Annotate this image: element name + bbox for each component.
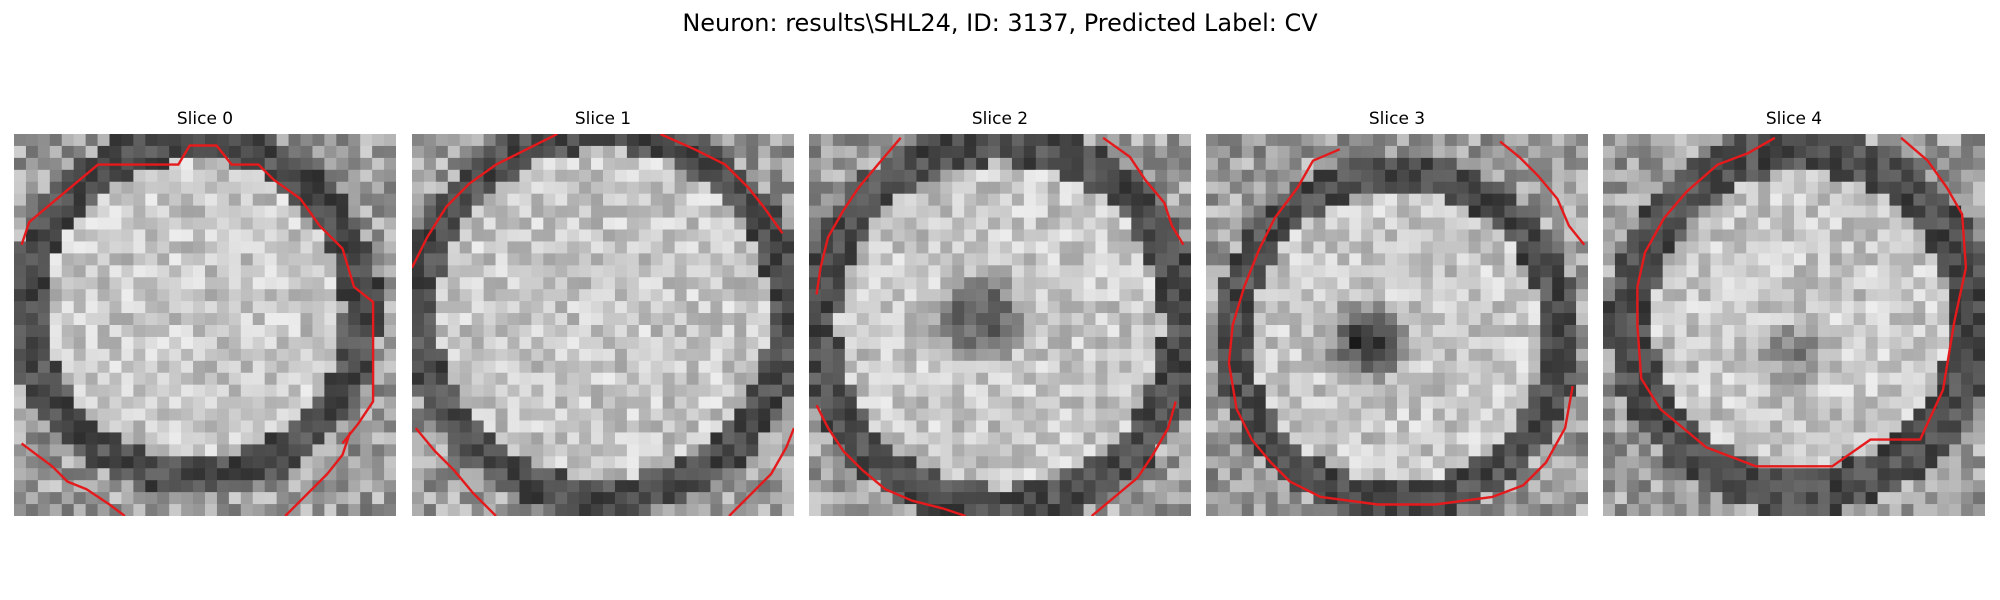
contour-line xyxy=(1636,136,1968,468)
contour-line xyxy=(412,134,558,269)
contour-line xyxy=(1636,136,1776,288)
slice-title: Slice 2 xyxy=(971,109,1029,129)
contour-line xyxy=(659,134,784,234)
slice-panel-0: Slice 0 xyxy=(14,108,396,516)
contour-line xyxy=(1090,401,1177,516)
slice-panel-4: Slice 4 xyxy=(1603,108,1985,516)
contour-line xyxy=(815,404,966,516)
slice-title: Slice 3 xyxy=(1368,109,1426,129)
contour-line xyxy=(20,144,375,445)
contour-line xyxy=(1227,148,1341,364)
contour-line xyxy=(1102,136,1185,246)
slice-title: Slice 4 xyxy=(1765,109,1823,129)
slice-image xyxy=(1603,134,1985,516)
contour-line xyxy=(815,137,902,295)
slice-title: Slice 0 xyxy=(176,109,234,129)
contour-line xyxy=(20,442,126,516)
slice-image xyxy=(1206,134,1588,516)
slice-image xyxy=(412,134,794,516)
slice-panel-2: Slice 2 xyxy=(809,108,1191,516)
slice-image xyxy=(14,134,396,516)
contour-line xyxy=(414,427,497,516)
contour-line xyxy=(1227,363,1574,506)
contour-line xyxy=(728,427,794,516)
figure-title: Neuron: results\SHL24, ID: 3137, Predict… xyxy=(682,9,1318,37)
slice-panel-1: Slice 1 xyxy=(412,108,794,516)
contour-line xyxy=(1499,140,1586,246)
slice-panel-3: Slice 3 xyxy=(1206,108,1588,516)
slice-image xyxy=(809,134,1191,516)
slice-title: Slice 1 xyxy=(574,109,632,129)
contour-line xyxy=(284,431,352,516)
